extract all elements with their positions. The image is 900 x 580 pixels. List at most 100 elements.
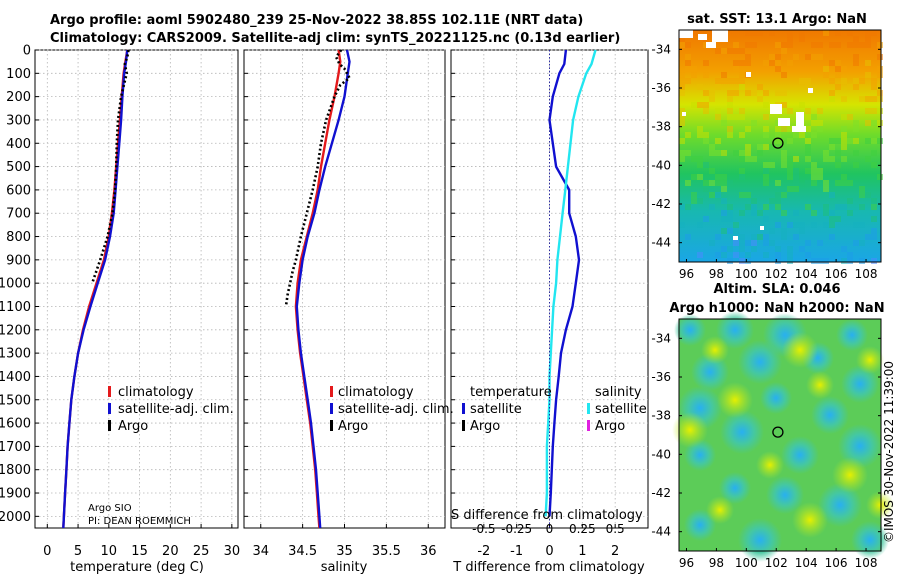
sst-pixel: [721, 198, 727, 204]
y-tick-label: 1700: [0, 440, 31, 455]
sst-pixel: [871, 234, 877, 240]
sst-pixel: [739, 234, 745, 240]
sst-pixel: [733, 78, 739, 84]
y-tick-label: 0: [23, 44, 31, 59]
sst-pixel: [835, 72, 841, 78]
sst-pixel: [697, 132, 703, 138]
figure-title-line2: Climatology: CARS2009. Satellite-adj cli…: [50, 31, 621, 46]
sst-pixel: [697, 174, 703, 180]
sst-pixel: [727, 78, 733, 84]
sst-pixel: [727, 228, 733, 234]
sst-cloud-gap: [770, 104, 782, 114]
sst-pixel: [775, 252, 781, 258]
sst-pixel: [811, 132, 817, 138]
sst-pixel: [715, 138, 721, 144]
sst-pixel: [805, 108, 811, 114]
sst-pixel: [679, 204, 685, 210]
y-tick-label: 1100: [0, 300, 31, 315]
sst-pixel: [733, 90, 739, 96]
sst-pixel: [715, 84, 721, 90]
sst-pixel: [775, 198, 781, 204]
sst-pixel: [775, 180, 781, 186]
sla-high-spot: [832, 457, 868, 493]
sst-pixel: [853, 120, 859, 126]
sla-low-spot: [781, 436, 819, 474]
sst-pixel: [733, 60, 739, 66]
sst-pixel: [715, 150, 721, 156]
map-y-tick-label: -42: [651, 486, 671, 500]
sst-pixel: [799, 246, 805, 252]
sst-pixel: [847, 42, 853, 48]
sst-pixel: [841, 246, 847, 252]
sst-pixel: [703, 216, 709, 222]
x-tick-label: 35: [336, 544, 353, 559]
sst-pixel: [775, 54, 781, 60]
y-tick-label: 700: [6, 207, 31, 222]
sst-pixel: [739, 78, 745, 84]
sla-high-spot: [717, 382, 753, 418]
sst-pixel: [877, 72, 883, 78]
sst-cloud-gap: [796, 112, 804, 126]
map-y-tick-label: -42: [651, 197, 671, 211]
diff-legend-t-argo-swatch: [462, 420, 465, 431]
sst-pixel: [793, 156, 799, 162]
sst-pixel: [781, 72, 787, 78]
sst-pixel: [745, 156, 751, 162]
sst-pixel: [823, 204, 829, 210]
sst-pixel: [697, 156, 703, 162]
sst-pixel: [727, 114, 733, 120]
sst-pixel: [799, 132, 805, 138]
y-tick-label: 1900: [0, 487, 31, 502]
sla-low-spot: [716, 311, 754, 349]
sst-pixel: [727, 210, 733, 216]
argo-sio-annotation: Argo SIO: [88, 503, 132, 514]
sst-pixel: [745, 60, 751, 66]
sst-pixel: [877, 138, 883, 144]
sst-pixel: [691, 192, 697, 198]
sst-pixel: [817, 126, 823, 132]
sla-map-title-line1: Altim. SLA: 0.046: [714, 282, 841, 297]
sst-pixel: [763, 114, 769, 120]
sst-pixel: [877, 54, 883, 60]
sst-pixel: [727, 132, 733, 138]
sst-pixel: [739, 246, 745, 252]
sst-pixel: [775, 222, 781, 228]
x-tick-label: 20: [162, 544, 179, 559]
sst-pixel: [745, 126, 751, 132]
sst-pixel: [757, 84, 763, 90]
sst-pixel: [805, 144, 811, 150]
sst-pixel: [817, 174, 823, 180]
sst-pixel: [877, 120, 883, 126]
sst-pixel: [751, 90, 757, 96]
sst-pixel: [865, 156, 871, 162]
map-y-tick-label: -40: [651, 447, 671, 461]
sst-pixel: [763, 234, 769, 240]
sst-pixel: [805, 180, 811, 186]
sst-pixel: [739, 72, 745, 78]
sst-pixel: [835, 204, 841, 210]
map-y-tick-label: -34: [651, 42, 671, 56]
sst-pixel: [691, 66, 697, 72]
sst-pixel: [847, 138, 853, 144]
sst-pixel: [853, 150, 859, 156]
sst-pixel: [829, 192, 835, 198]
sst-pixel: [811, 174, 817, 180]
map-x-tick-label: 108: [855, 267, 878, 281]
x-tick-label: 2: [611, 544, 619, 559]
map-x-tick-label: 96: [679, 267, 694, 281]
sst-pixel: [715, 252, 721, 258]
sst-pixel: [733, 222, 739, 228]
sst-pixel: [703, 138, 709, 144]
sst-pixel: [823, 72, 829, 78]
map-x-tick-label: 98: [709, 267, 724, 281]
sal-legend-satellite-swatch: [330, 403, 333, 414]
sst-pixel: [721, 252, 727, 258]
map-x-tick-label: 98: [709, 556, 724, 570]
sla-high-spot: [806, 371, 834, 399]
sst-pixel: [721, 78, 727, 84]
sst-pixel: [757, 210, 763, 216]
sst-map-axes: 96 98 100 102 104 106 108 -34 -36 -38 -40 -42 -44: [651, 42, 881, 281]
sla-low-spot: [720, 410, 764, 454]
sst-pixel: [781, 42, 787, 48]
sst-pixel: [787, 156, 793, 162]
